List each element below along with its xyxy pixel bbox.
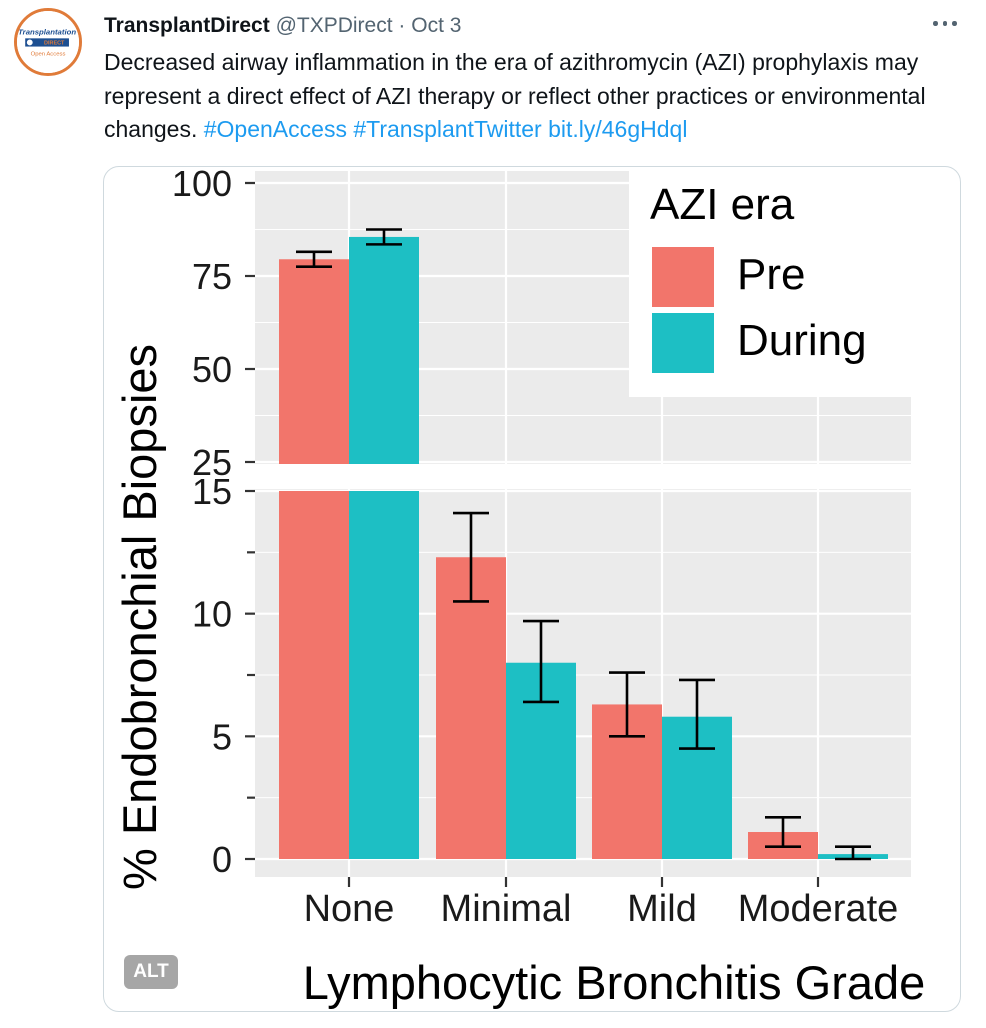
tweet-timestamp[interactable]: Oct 3 [411, 14, 462, 37]
avatar-text-1: Transplantation [18, 28, 76, 37]
y-tick-label-lower: 5 [212, 716, 232, 757]
x-axis-title: Lymphocytic Bronchitis Grade [303, 956, 926, 1009]
author-name[interactable]: TransplantDirect [104, 14, 270, 37]
legend-swatch-during [652, 313, 714, 373]
legend-swatch-pre [652, 247, 714, 307]
avatar-text-2: DIRECT [44, 41, 65, 47]
x-tick-label-moderate: Moderate [738, 888, 899, 930]
alt-badge[interactable]: ALT [124, 955, 178, 989]
y-tick-label-upper: 25 [192, 442, 232, 483]
y-tick-label-upper: 75 [192, 256, 232, 297]
y-tick-label-upper: 50 [192, 349, 232, 390]
author-handle[interactable]: @TXPDirect [275, 14, 393, 37]
legend-label-during: During [737, 316, 867, 365]
legend-title: AZI era [650, 180, 795, 229]
x-tick-label-none: None [304, 888, 395, 930]
tweet-media-chart[interactable]: 25 50 75 100 0 5 10 15 None Minimal Mild Moderate Ly… [103, 166, 961, 1012]
legend-label-pre: Pre [737, 250, 805, 299]
tweet-text: Decreased airway inflammation in the era… [104, 46, 976, 147]
bar-pre-minimal [436, 557, 506, 859]
tweet-link[interactable]: bit.ly/46gHdql [548, 116, 688, 142]
avatar-text-3: Open Access [31, 52, 66, 58]
bar-during-none-upper [349, 236, 419, 464]
y-axis-title: % Endobronchial Biopsies [113, 344, 166, 890]
bar-chart: 25 50 75 100 0 5 10 15 None Minimal Mild Moderate Ly… [113, 167, 926, 1009]
x-tick-label-minimal: Minimal [441, 888, 572, 930]
avatar[interactable]: Transplantation DIRECT Open Access [14, 8, 82, 76]
tweet-header: TransplantDirect @TXPDirect · Oct 3 [104, 12, 966, 40]
more-options-icon[interactable] [930, 8, 960, 38]
y-tick-label-upper: 100 [172, 167, 232, 204]
bar-during-none-lower [349, 491, 419, 859]
hashtag-openaccess[interactable]: #OpenAccess [203, 116, 347, 142]
bar-pre-none-lower [279, 491, 349, 859]
y-tick-label-lower: 0 [212, 839, 232, 880]
bar-pre-none-upper [279, 259, 349, 464]
y-tick-label-lower: 15 [192, 471, 232, 512]
y-tick-label-lower: 10 [192, 594, 232, 635]
separator-dot: · [398, 14, 406, 37]
tweet-body: Decreased airway inflammation in the era… [104, 49, 926, 142]
hashtag-transplanttwitter[interactable]: #TransplantTwitter [353, 116, 542, 142]
x-tick-label-mild: Mild [627, 888, 697, 930]
